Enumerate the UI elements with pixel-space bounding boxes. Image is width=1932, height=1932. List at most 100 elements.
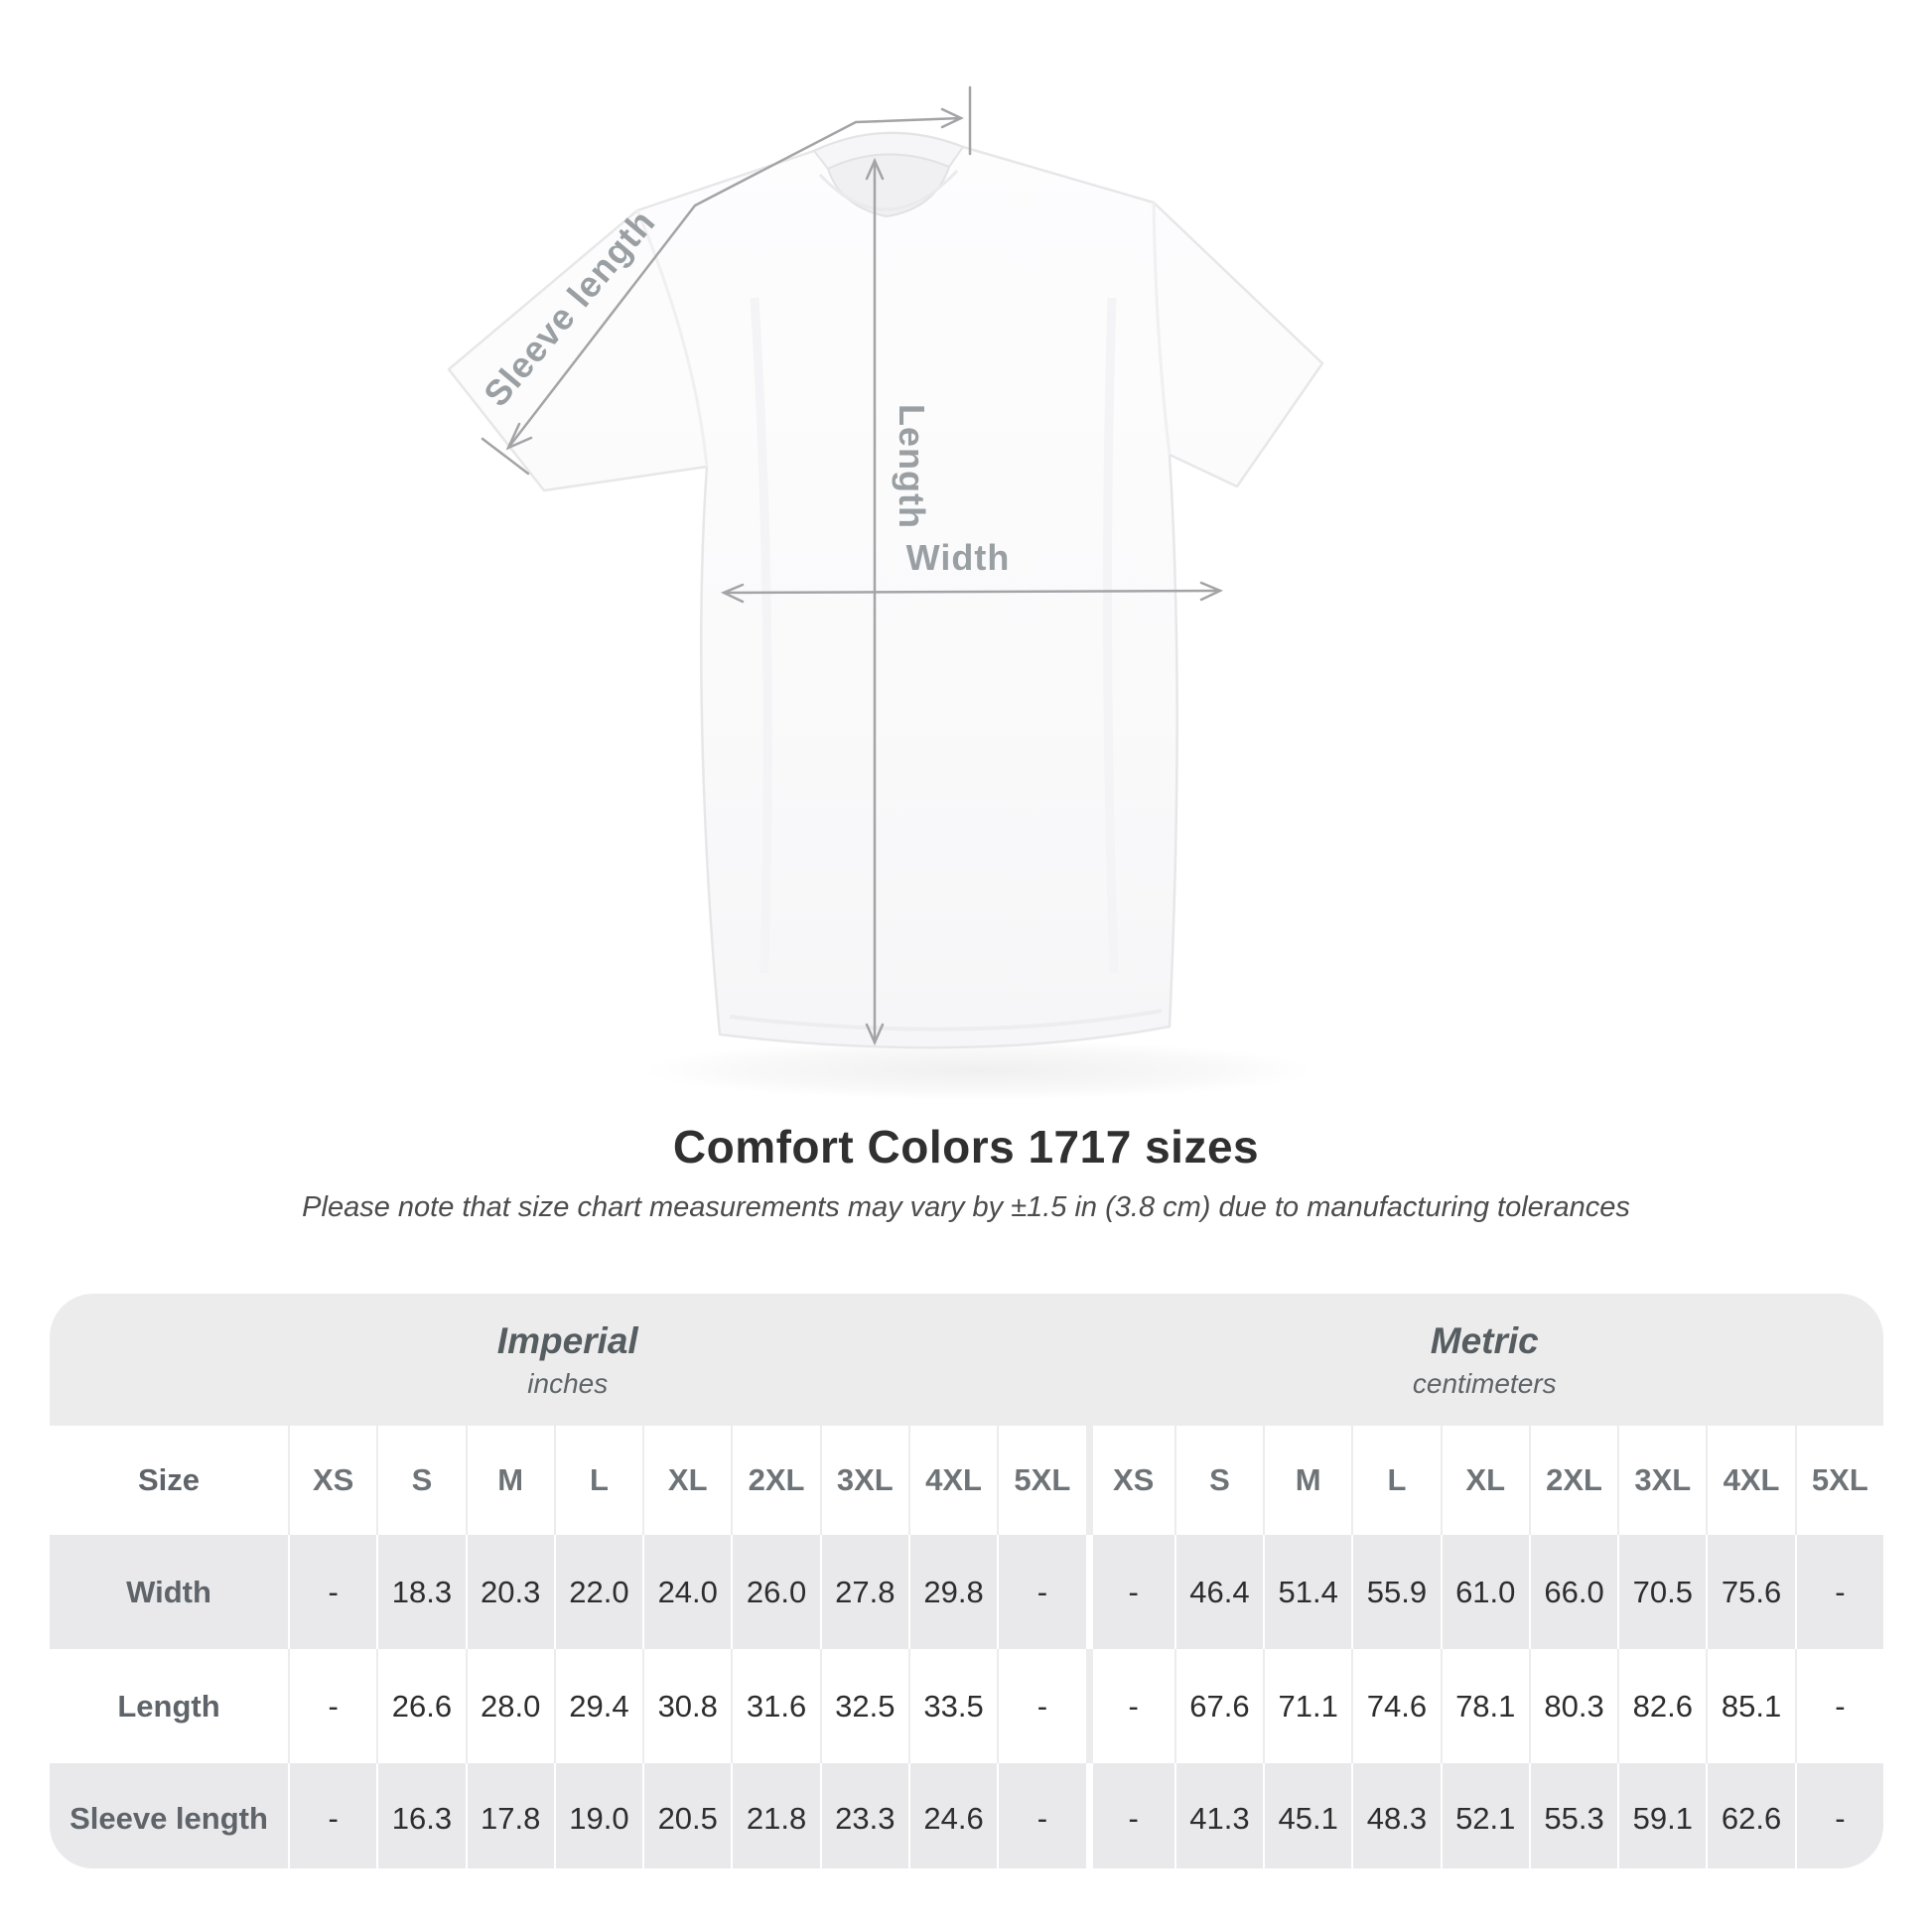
size-column-header: M: [1263, 1426, 1351, 1535]
width-value-cell: 75.6: [1706, 1535, 1794, 1649]
metric-unit-header: Metric centimeters: [1086, 1294, 1884, 1426]
tolerance-note: Please note that size chart measurements…: [302, 1191, 1630, 1223]
size-column-header: S: [1173, 1426, 1263, 1535]
width-row-label: Width: [126, 1574, 211, 1609]
width-measure: Width: [720, 537, 1224, 604]
width-value-cell: 61.0: [1440, 1535, 1529, 1649]
width-value-cell: -: [288, 1535, 376, 1649]
length-value-cell: -: [1085, 1649, 1174, 1763]
imperial-unit-header: Imperial inches: [50, 1294, 1086, 1426]
length-row-label: Length: [117, 1688, 220, 1724]
sleeve-length-value-cell: 21.8: [731, 1763, 819, 1868]
length-row: Length -26.6 28.0 29.4 30.8 31.6 32.5 33.5- -67…: [50, 1649, 1883, 1763]
width-value-cell: 22.0: [553, 1535, 642, 1649]
sleeve-length-value-cell: 17.8: [465, 1763, 554, 1868]
width-value-cell: 26.0: [731, 1535, 819, 1649]
heading-block: Comfort Colors 1717 sizes Please note th…: [0, 1120, 1932, 1224]
length-value-cell: 74.6: [1351, 1649, 1440, 1763]
length-arrowhead-top: [865, 157, 885, 181]
sleeve-length-value-cell: 23.3: [819, 1763, 908, 1868]
sleeve-length-value-cell: -: [288, 1763, 376, 1868]
length-value-cell: 33.5: [907, 1649, 997, 1763]
length-value-cell: 28.0: [465, 1649, 554, 1763]
page-title: Comfort Colors 1717 sizes: [672, 1121, 1260, 1173]
sleeve-length-value-cell: 48.3: [1351, 1763, 1440, 1868]
width-value-cell: 55.9: [1351, 1535, 1440, 1649]
width-value-cell: 46.4: [1173, 1535, 1263, 1649]
size-column-header: L: [1351, 1426, 1440, 1535]
width-value-cell: 18.3: [376, 1535, 465, 1649]
sleeve-length-value-cell: 20.5: [642, 1763, 731, 1868]
width-measure-line: [722, 589, 1222, 595]
length-arrowhead-bottom: [865, 1023, 885, 1046]
length-value-cell: -: [288, 1649, 376, 1763]
length-value-cell: 82.6: [1617, 1649, 1706, 1763]
imperial-unit-subtitle: inches: [527, 1367, 609, 1399]
size-column-header: 5XL: [1794, 1426, 1883, 1535]
metric-unit-subtitle: centimeters: [1412, 1367, 1557, 1399]
size-column-header: 3XL: [1617, 1426, 1706, 1535]
width-value-cell: 20.3: [465, 1535, 554, 1649]
length-label: Length: [892, 404, 932, 529]
length-value-cell: 30.8: [642, 1649, 731, 1763]
length-value-cell: 78.1: [1440, 1649, 1529, 1763]
width-value-cell: 27.8: [819, 1535, 908, 1649]
width-value-cell: -: [1085, 1535, 1174, 1649]
sleeve-length-value-cell: 59.1: [1617, 1763, 1706, 1868]
sleeve-length-value-cell: -: [1794, 1763, 1883, 1868]
size-column-header: 2XL: [1528, 1426, 1617, 1535]
tshirt-graphic: [447, 131, 1324, 1049]
width-arrowhead-left: [720, 583, 745, 604]
width-value-cell: -: [997, 1535, 1085, 1649]
length-value-cell: 71.1: [1263, 1649, 1351, 1763]
sleeve-measure-arrowhead-right: [940, 107, 964, 129]
width-value-cell: 70.5: [1617, 1535, 1706, 1649]
sleeve-measure-cuff-tick: [481, 437, 530, 476]
width-value-cell: 51.4: [1263, 1535, 1351, 1649]
size-chart-table: Imperial inches Metric centimeters Size …: [50, 1294, 1883, 1868]
width-arrowhead-right: [1199, 581, 1224, 602]
sleeve-length-value-cell: -: [997, 1763, 1085, 1868]
length-value-cell: -: [997, 1649, 1085, 1763]
width-value-cell: 66.0: [1528, 1535, 1617, 1649]
size-header-row: Size XS S M L XL 2XL 3XL 4XL 5XL XS S M L XL 2XL 3XL 4XL…: [50, 1426, 1883, 1535]
length-value-cell: 31.6: [731, 1649, 819, 1763]
size-column-header: S: [376, 1426, 465, 1535]
size-column-header: XS: [288, 1426, 376, 1535]
sleeve-length-value-cell: -: [1085, 1763, 1174, 1868]
length-measure: Length: [865, 157, 932, 1046]
sleeve-length-value-cell: 41.3: [1173, 1763, 1263, 1868]
shirt-shadow: [640, 1040, 1315, 1100]
size-header-label: Size: [137, 1462, 201, 1497]
sleeve-length-value-cell: 62.6: [1706, 1763, 1794, 1868]
size-column-header: XS: [1085, 1426, 1174, 1535]
width-value-cell: -: [1794, 1535, 1883, 1649]
sleeve-measure-line: [506, 116, 963, 450]
length-value-cell: 67.6: [1173, 1649, 1263, 1763]
collar: [812, 131, 965, 218]
width-label: Width: [906, 537, 1011, 578]
length-value-cell: 80.3: [1528, 1649, 1617, 1763]
sleeve-length-value-cell: 16.3: [376, 1763, 465, 1868]
length-value-cell: 26.6: [376, 1649, 465, 1763]
imperial-unit-name: Imperial: [496, 1319, 638, 1361]
size-column-header: 4XL: [907, 1426, 997, 1535]
sleeve-length-value-cell: 55.3: [1528, 1763, 1617, 1868]
size-column-header: XL: [642, 1426, 731, 1535]
length-value-cell: -: [1794, 1649, 1883, 1763]
size-column-header: M: [465, 1426, 554, 1535]
size-column-header: L: [553, 1426, 642, 1535]
sleeve-length-row-label: Sleeve length: [69, 1800, 268, 1836]
sleeve-length-value-cell: 52.1: [1440, 1763, 1529, 1868]
sleeve-length-row: Sleeve length -16.3 17.8 19.0 20.5 21.8 23.3 2…: [50, 1763, 1883, 1868]
tshirt-measurement-diagram: Sleeve length Length Width: [447, 85, 1324, 1100]
sleeve-length-value-cell: 45.1: [1263, 1763, 1351, 1868]
units-header-row: Imperial inches Metric centimeters: [50, 1294, 1883, 1426]
size-column-header: XL: [1440, 1426, 1529, 1535]
metric-unit-name: Metric: [1430, 1319, 1539, 1361]
length-value-cell: 85.1: [1706, 1649, 1794, 1763]
width-value-cell: 29.8: [907, 1535, 997, 1649]
size-column-header: 2XL: [731, 1426, 819, 1535]
size-column-header: 5XL: [997, 1426, 1085, 1535]
